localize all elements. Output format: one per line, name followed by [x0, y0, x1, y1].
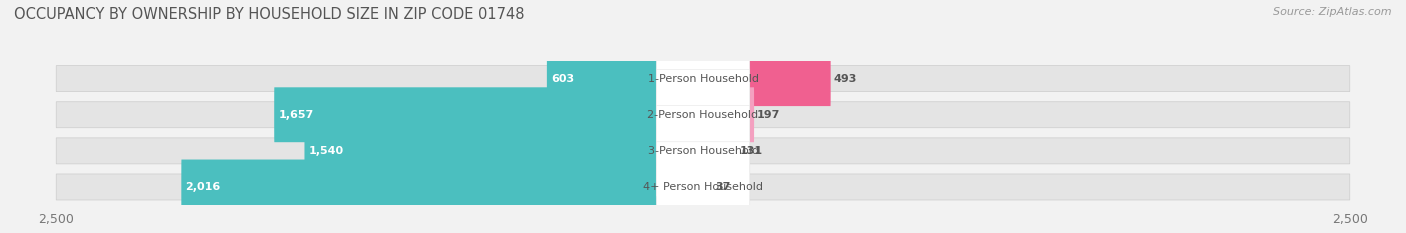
FancyBboxPatch shape: [657, 70, 749, 160]
FancyBboxPatch shape: [56, 174, 1350, 200]
FancyBboxPatch shape: [657, 142, 749, 232]
Text: 197: 197: [756, 110, 780, 120]
FancyBboxPatch shape: [181, 160, 703, 214]
FancyBboxPatch shape: [547, 51, 703, 106]
Text: 131: 131: [740, 146, 763, 156]
FancyBboxPatch shape: [703, 87, 754, 142]
Text: 4+ Person Household: 4+ Person Household: [643, 182, 763, 192]
FancyBboxPatch shape: [657, 106, 749, 196]
Text: 603: 603: [551, 74, 574, 84]
Text: 1-Person Household: 1-Person Household: [648, 74, 758, 84]
FancyBboxPatch shape: [274, 87, 703, 142]
FancyBboxPatch shape: [56, 66, 1350, 92]
Text: Source: ZipAtlas.com: Source: ZipAtlas.com: [1274, 7, 1392, 17]
FancyBboxPatch shape: [657, 34, 749, 124]
FancyBboxPatch shape: [703, 51, 831, 106]
Text: OCCUPANCY BY OWNERSHIP BY HOUSEHOLD SIZE IN ZIP CODE 01748: OCCUPANCY BY OWNERSHIP BY HOUSEHOLD SIZE…: [14, 7, 524, 22]
FancyBboxPatch shape: [56, 102, 1350, 128]
FancyBboxPatch shape: [703, 123, 737, 178]
FancyBboxPatch shape: [703, 160, 713, 214]
Text: 1,540: 1,540: [308, 146, 343, 156]
Text: 2-Person Household: 2-Person Household: [647, 110, 759, 120]
Text: 1,657: 1,657: [278, 110, 314, 120]
Text: 2,016: 2,016: [186, 182, 221, 192]
Text: 3-Person Household: 3-Person Household: [648, 146, 758, 156]
Text: 493: 493: [834, 74, 858, 84]
FancyBboxPatch shape: [56, 138, 1350, 164]
FancyBboxPatch shape: [305, 123, 703, 178]
Text: 37: 37: [716, 182, 731, 192]
